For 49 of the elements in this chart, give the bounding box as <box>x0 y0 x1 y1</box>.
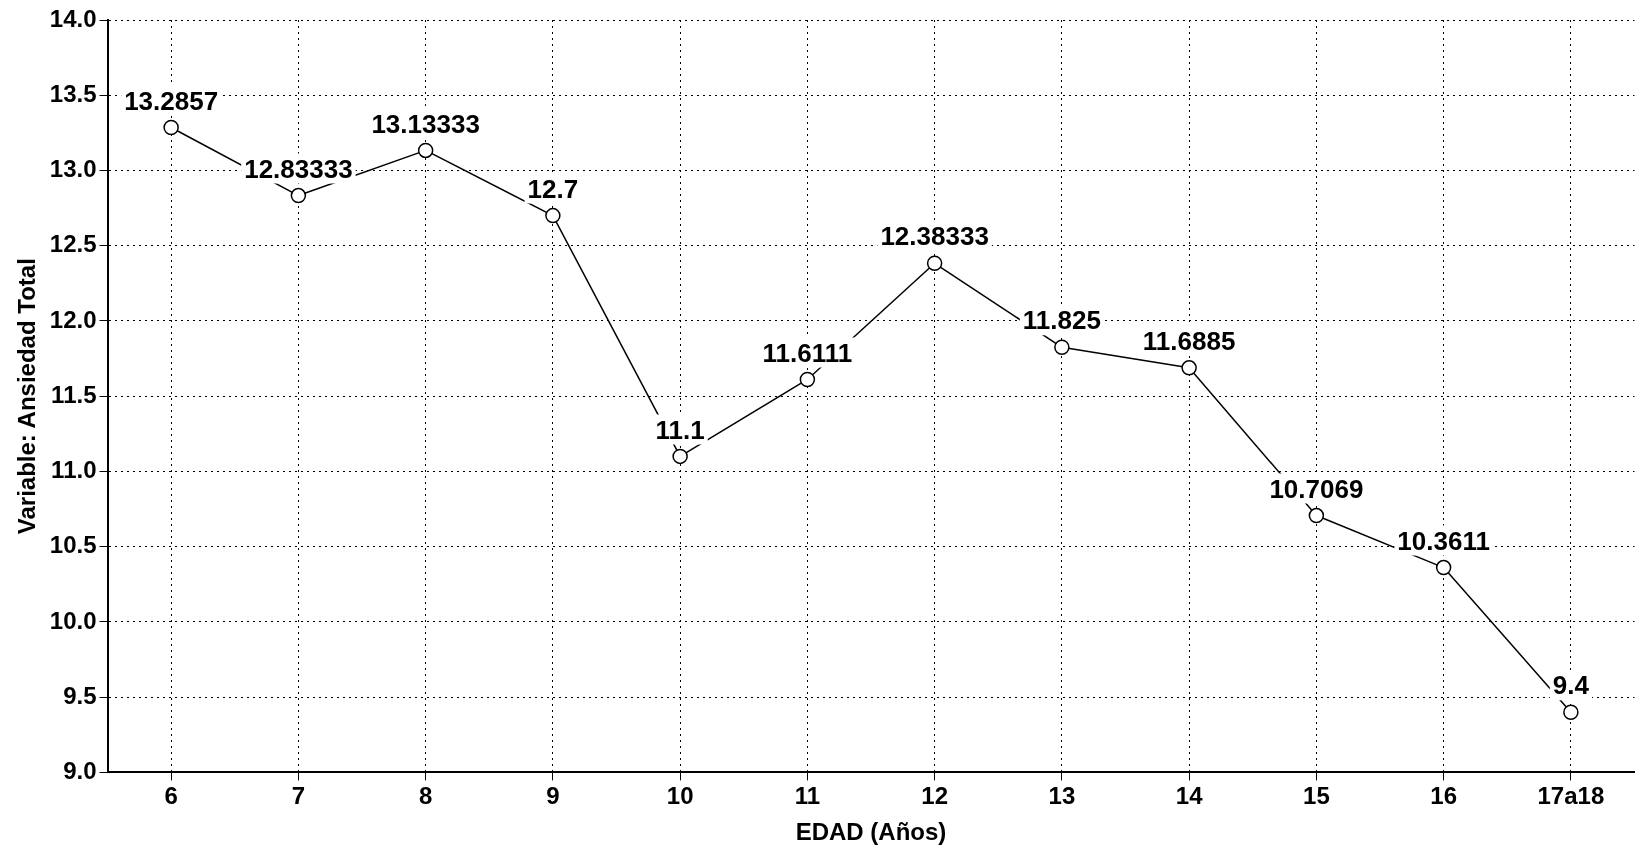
x-tick-label: 8 <box>418 782 433 810</box>
point <box>163 119 179 136</box>
y-tick-label: 12.0 <box>49 305 97 333</box>
x-tick-label: 15 <box>1303 782 1330 810</box>
x-tick-label: 13 <box>1048 782 1076 810</box>
y-tick-label: 9.5 <box>63 681 97 709</box>
y-tick-label: 12.5 <box>49 230 97 258</box>
data-label: 13.13333 <box>371 108 480 139</box>
data-label: 11.6111 <box>762 337 853 368</box>
y-tick-label: 9.0 <box>63 757 97 785</box>
y-tick-label: 13.0 <box>49 155 97 183</box>
y-tick-label: 13.5 <box>49 79 97 107</box>
x-tick-label: 14 <box>1175 782 1204 810</box>
point <box>799 371 816 388</box>
point <box>1435 559 1452 576</box>
x-tick-label: 17a18 <box>1537 782 1605 810</box>
x-tick-label: 16 <box>1430 782 1457 810</box>
x-tick-label: 10 <box>666 782 694 810</box>
point <box>1308 507 1325 524</box>
data-label: 13.2857 <box>124 85 219 116</box>
data-label: 12.83333 <box>244 153 353 184</box>
data-label: 11.1 <box>655 414 705 445</box>
point <box>1563 704 1579 720</box>
point <box>1054 339 1070 356</box>
data-label: 12.7 <box>527 173 579 204</box>
point <box>926 255 943 272</box>
point <box>417 142 434 159</box>
y-tick-label: 11.5 <box>51 380 97 408</box>
data-label: 9.4 <box>1552 670 1590 701</box>
data-label: 11.825 <box>1022 305 1101 336</box>
y-tick-label: 11.0 <box>51 456 97 484</box>
y-tick-label: 14.0 <box>49 4 97 32</box>
x-tick-label: 12 <box>921 782 948 810</box>
x-tick-label: 6 <box>164 782 178 810</box>
y-tick-label: 10.0 <box>49 606 97 634</box>
x-tick-label: 9 <box>546 782 560 810</box>
y-axis-title: Variable: Ansiedad Total <box>13 258 41 535</box>
x-tick-label: 7 <box>291 782 306 810</box>
point <box>290 187 307 204</box>
x-tick-label: 11 <box>794 782 821 810</box>
data-label: 11.6885 <box>1142 326 1236 357</box>
point <box>545 207 561 224</box>
data-label: 12.38333 <box>880 221 989 252</box>
data-label: 10.3611 <box>1397 525 1490 556</box>
point <box>672 448 688 465</box>
point <box>1181 360 1197 376</box>
y-tick-label: 10.5 <box>49 531 97 559</box>
x-axis-title: EDAD (Años) <box>795 818 947 846</box>
data-label: 10.7069 <box>1269 473 1364 504</box>
